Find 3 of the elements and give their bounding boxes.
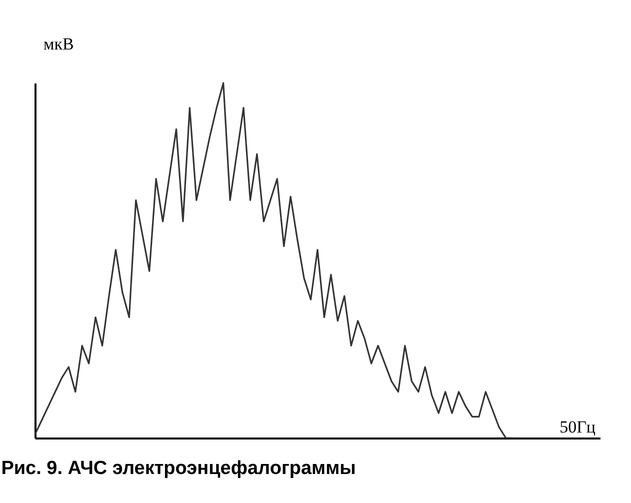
text: Рис. 9. АЧС электроэнцефалограммы bbox=[1, 458, 356, 479]
y-axis-title: мкВ bbox=[44, 34, 74, 54]
x-axis-title: 50Гц bbox=[560, 418, 596, 436]
